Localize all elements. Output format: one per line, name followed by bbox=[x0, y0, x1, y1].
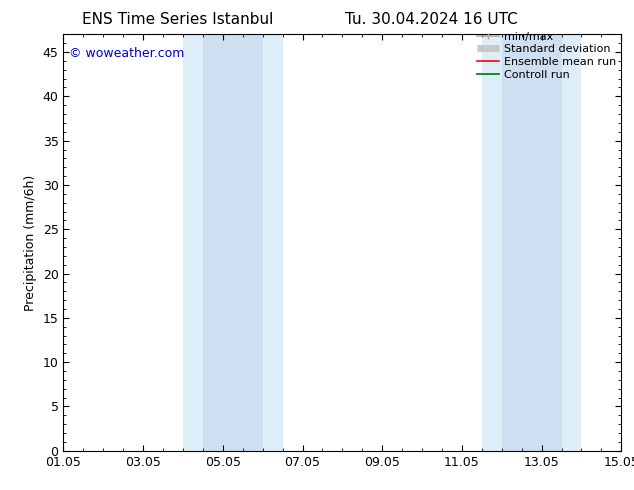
Text: © woweather.com: © woweather.com bbox=[69, 47, 184, 60]
Y-axis label: Precipitation (mm/6h): Precipitation (mm/6h) bbox=[24, 174, 37, 311]
Bar bbox=[501, 34, 562, 451]
Bar bbox=[203, 34, 262, 451]
Text: ENS Time Series Istanbul: ENS Time Series Istanbul bbox=[82, 12, 273, 27]
Bar bbox=[482, 34, 581, 451]
Bar bbox=[183, 34, 283, 451]
Text: Tu. 30.04.2024 16 UTC: Tu. 30.04.2024 16 UTC bbox=[345, 12, 517, 27]
Legend: min/max, Standard deviation, Ensemble mean run, Controll run: min/max, Standard deviation, Ensemble me… bbox=[477, 31, 616, 80]
